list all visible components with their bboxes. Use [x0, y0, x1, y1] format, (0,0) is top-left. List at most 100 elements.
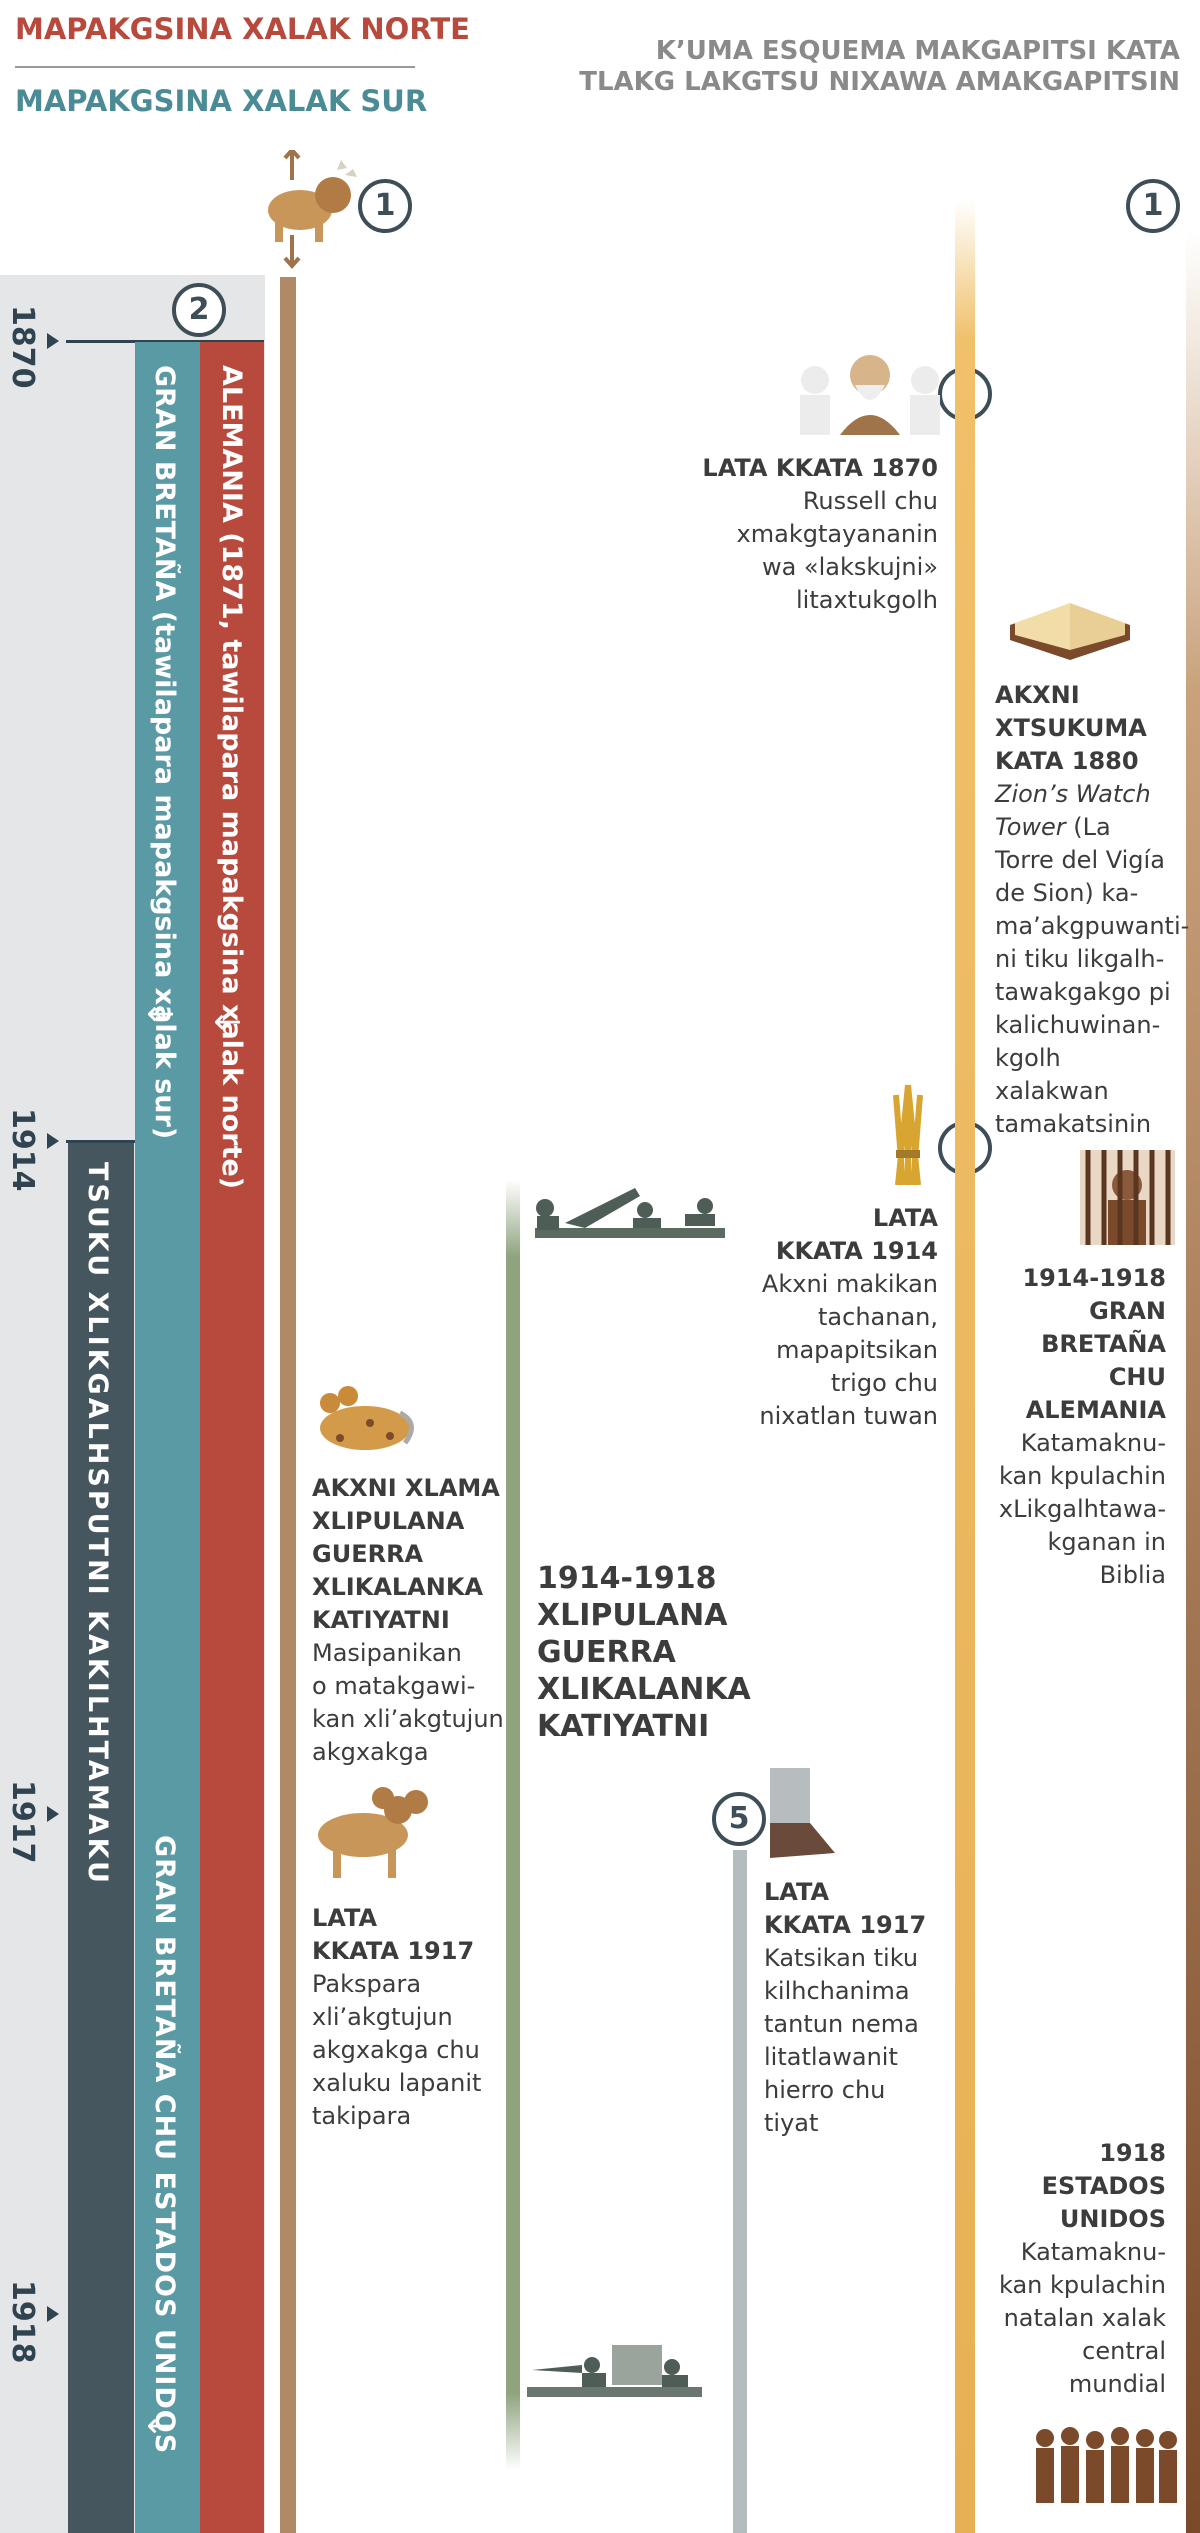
event-war-beast-line: Masipanikan	[312, 1639, 462, 1667]
tick-1918-icon	[47, 2306, 59, 2322]
event-1880-line: (La	[1065, 813, 1111, 841]
year-1914: 1914	[5, 1108, 40, 1192]
event-1917-beast-line: Pakspara	[312, 1970, 422, 1998]
event-1918-line: central	[1082, 2337, 1166, 2365]
event-1918-line: mundial	[1068, 2370, 1166, 2398]
year-1917: 1917	[5, 1780, 40, 1864]
event-1918-title: UNIDOS	[1059, 2205, 1166, 2233]
event-1917-beast-line: xli’akgtujun	[312, 2003, 453, 2031]
event-1914-line: trigo chu	[830, 1369, 938, 1397]
event-gbg-line: xLikgalhtawa-	[998, 1495, 1166, 1523]
event-1870: LATA KKATA 1870 Russell chu xmakgtayanan…	[702, 452, 938, 617]
event-war-beast-title: XLIPULANA	[312, 1507, 465, 1535]
right-timeline	[1186, 230, 1200, 2533]
header-note-line2: TLAKG LAKGTSU NIXAWA AMAKGAPITSIN	[579, 67, 1180, 97]
event-gbg-line: kan kpulachin	[998, 1462, 1166, 1490]
bar-tsuku	[68, 1143, 134, 2533]
event-1880-line: tawakgakgo pi	[995, 978, 1171, 1006]
event-1914: LATA KKATA 1914 Akxni makikan tachanan, …	[759, 1202, 938, 1433]
event-1917-beast-line: akgxakga chu	[312, 2036, 480, 2064]
bar-alemania	[200, 342, 264, 2533]
legend-south: MAPAKGSINA XALAK SUR	[15, 84, 428, 118]
lion-icon	[268, 150, 357, 270]
event-1917-feet-line: tantun nema	[764, 2010, 919, 2038]
prison-icon	[1080, 1150, 1175, 1245]
event-war-beast-line: o matakgawi-	[312, 1672, 476, 1700]
event-gbg-title: BRETAÑA	[1041, 1330, 1166, 1358]
event-1870-line: xmakgtayananin	[736, 520, 938, 548]
event-1917-beast: LATA KKATA 1917 Pakspara xli’akgtujun ak…	[312, 1902, 481, 2133]
event-gbg-line: Katamaknu-	[1020, 1429, 1166, 1457]
gold-timeline	[955, 200, 975, 2533]
soldiers-bottom-icon	[527, 2345, 702, 2397]
event-world-war-title: KATIYATNI	[537, 1709, 710, 1744]
year-1918: 1918	[5, 2280, 40, 2364]
event-1880-line: Torre del Vigía	[995, 846, 1165, 874]
tick-1917-icon	[47, 1806, 59, 1822]
event-1914-line: mapapitsikan	[776, 1336, 938, 1364]
tick-1870-icon	[47, 333, 59, 349]
russell-portrait-icon	[800, 355, 940, 435]
event-1918-line: Katamaknu-	[1020, 2238, 1166, 2266]
event-war-beast-line: kan xli’akgtujun	[312, 1705, 504, 1733]
event-1880-title: XTSUKUMA	[995, 714, 1147, 742]
event-1914-title: KKATA 1914	[775, 1237, 938, 1265]
event-1917-beast-line: takipara	[312, 2102, 412, 2130]
event-war-beast: AKXNI XLAMA XLIPULANA GUERRA XLIKALANKA …	[312, 1472, 504, 1769]
event-1880: AKXNI XTSUKUMA KATA 1880 Zion’s Watch To…	[995, 679, 1190, 1141]
event-gbg-title: ALEMANIA	[1025, 1396, 1166, 1424]
event-1880-line: de Sion) ka-	[995, 879, 1139, 907]
soldiers-cannon-icon	[535, 1188, 725, 1238]
line-1870	[66, 340, 264, 343]
iron-clay-feet-icon	[770, 1768, 835, 1858]
label-tsuku: TSUKU XLIKGALHSPUTNI KAKILHTAMAKU	[82, 1162, 113, 1886]
marker-2: 2	[172, 283, 226, 337]
event-1918-title: 1918	[1099, 2139, 1166, 2167]
event-1917-feet: LATA KKATA 1917 Katsikan tiku kilhchanim…	[764, 1876, 926, 2140]
event-1880-line: ma’akgpuwanti-	[995, 912, 1190, 940]
event-1880-line: kalichuwinan-	[995, 1011, 1161, 1039]
marker-5: 5	[712, 1792, 766, 1846]
wounded-beast-icon	[320, 1386, 414, 1450]
header-note: K’UMA ESQUEMA MAKGAPITSI KATA TLAKG LAKG…	[579, 36, 1180, 98]
event-1880-magazine: Zion’s Watch	[995, 780, 1151, 808]
arrow-down-gran-bretana-icon: ↓	[139, 1000, 179, 1029]
year-1870: 1870	[5, 305, 40, 389]
war-timeline	[506, 1180, 520, 2470]
event-1918-usa: 1918 ESTADOS UNIDOS Katamaknu- kan kpula…	[999, 2137, 1166, 2401]
event-1917-feet-line: kilhchanima	[764, 1977, 910, 2005]
event-war-beast-line: akgxakga	[312, 1738, 429, 1766]
event-1880-line: tamakatsinin	[995, 1110, 1152, 1138]
wheat-icon	[893, 1084, 923, 1185]
event-1917-beast-title: LATA	[312, 1904, 378, 1932]
event-gbg-line: kganan in	[1047, 1528, 1166, 1556]
event-world-war-title: 1914-1918	[537, 1561, 717, 1596]
event-war-beast-title: XLIKALANKA	[312, 1573, 484, 1601]
event-1880-title: KATA 1880	[995, 747, 1139, 775]
event-1918-title: ESTADOS	[1041, 2172, 1166, 2200]
event-1917-feet-line: tiyat	[764, 2109, 819, 2137]
event-gbg-title: GRAN	[1089, 1297, 1166, 1325]
event-1914-line: Akxni makikan	[761, 1270, 938, 1298]
event-world-war-title: XLIKALANKA	[537, 1672, 751, 1707]
line-1914	[66, 1140, 136, 1143]
event-1917-feet-line: hierro chu	[764, 2076, 886, 2104]
event-1914-line: nixatlan tuwan	[759, 1402, 938, 1430]
marker-1-right: 1	[1126, 179, 1180, 233]
event-gbg-title: CHU	[1108, 1363, 1166, 1391]
event-1918-line: kan kpulachin	[998, 2271, 1166, 2299]
seven-headed-beast-icon	[318, 1787, 428, 1878]
event-1917-beast-line: xaluku lapanit	[312, 2069, 482, 2097]
label-gb-usa: GRAN BRETAÑA CHU ESTADOS UNIDOS	[149, 1835, 180, 2455]
event-world-war-title: GUERRA	[537, 1635, 676, 1670]
event-world-war-title: XLIPULANA	[537, 1598, 728, 1633]
event-1917-feet-line: litatlawanit	[764, 2043, 898, 2071]
grey-1917-line	[733, 1850, 747, 2533]
event-1918-line: natalan xalak	[1003, 2304, 1166, 2332]
event-war-beast-title: GUERRA	[312, 1540, 424, 1568]
event-1870-line: litaxtukgolh	[796, 586, 938, 614]
event-1880-line: kgolh xalakwan	[995, 1044, 1109, 1105]
bar-gran-bretana	[135, 342, 200, 2533]
arrow-down-alemania-icon: ↓	[206, 1008, 246, 1037]
event-1917-feet-title: LATA	[764, 1878, 830, 1906]
